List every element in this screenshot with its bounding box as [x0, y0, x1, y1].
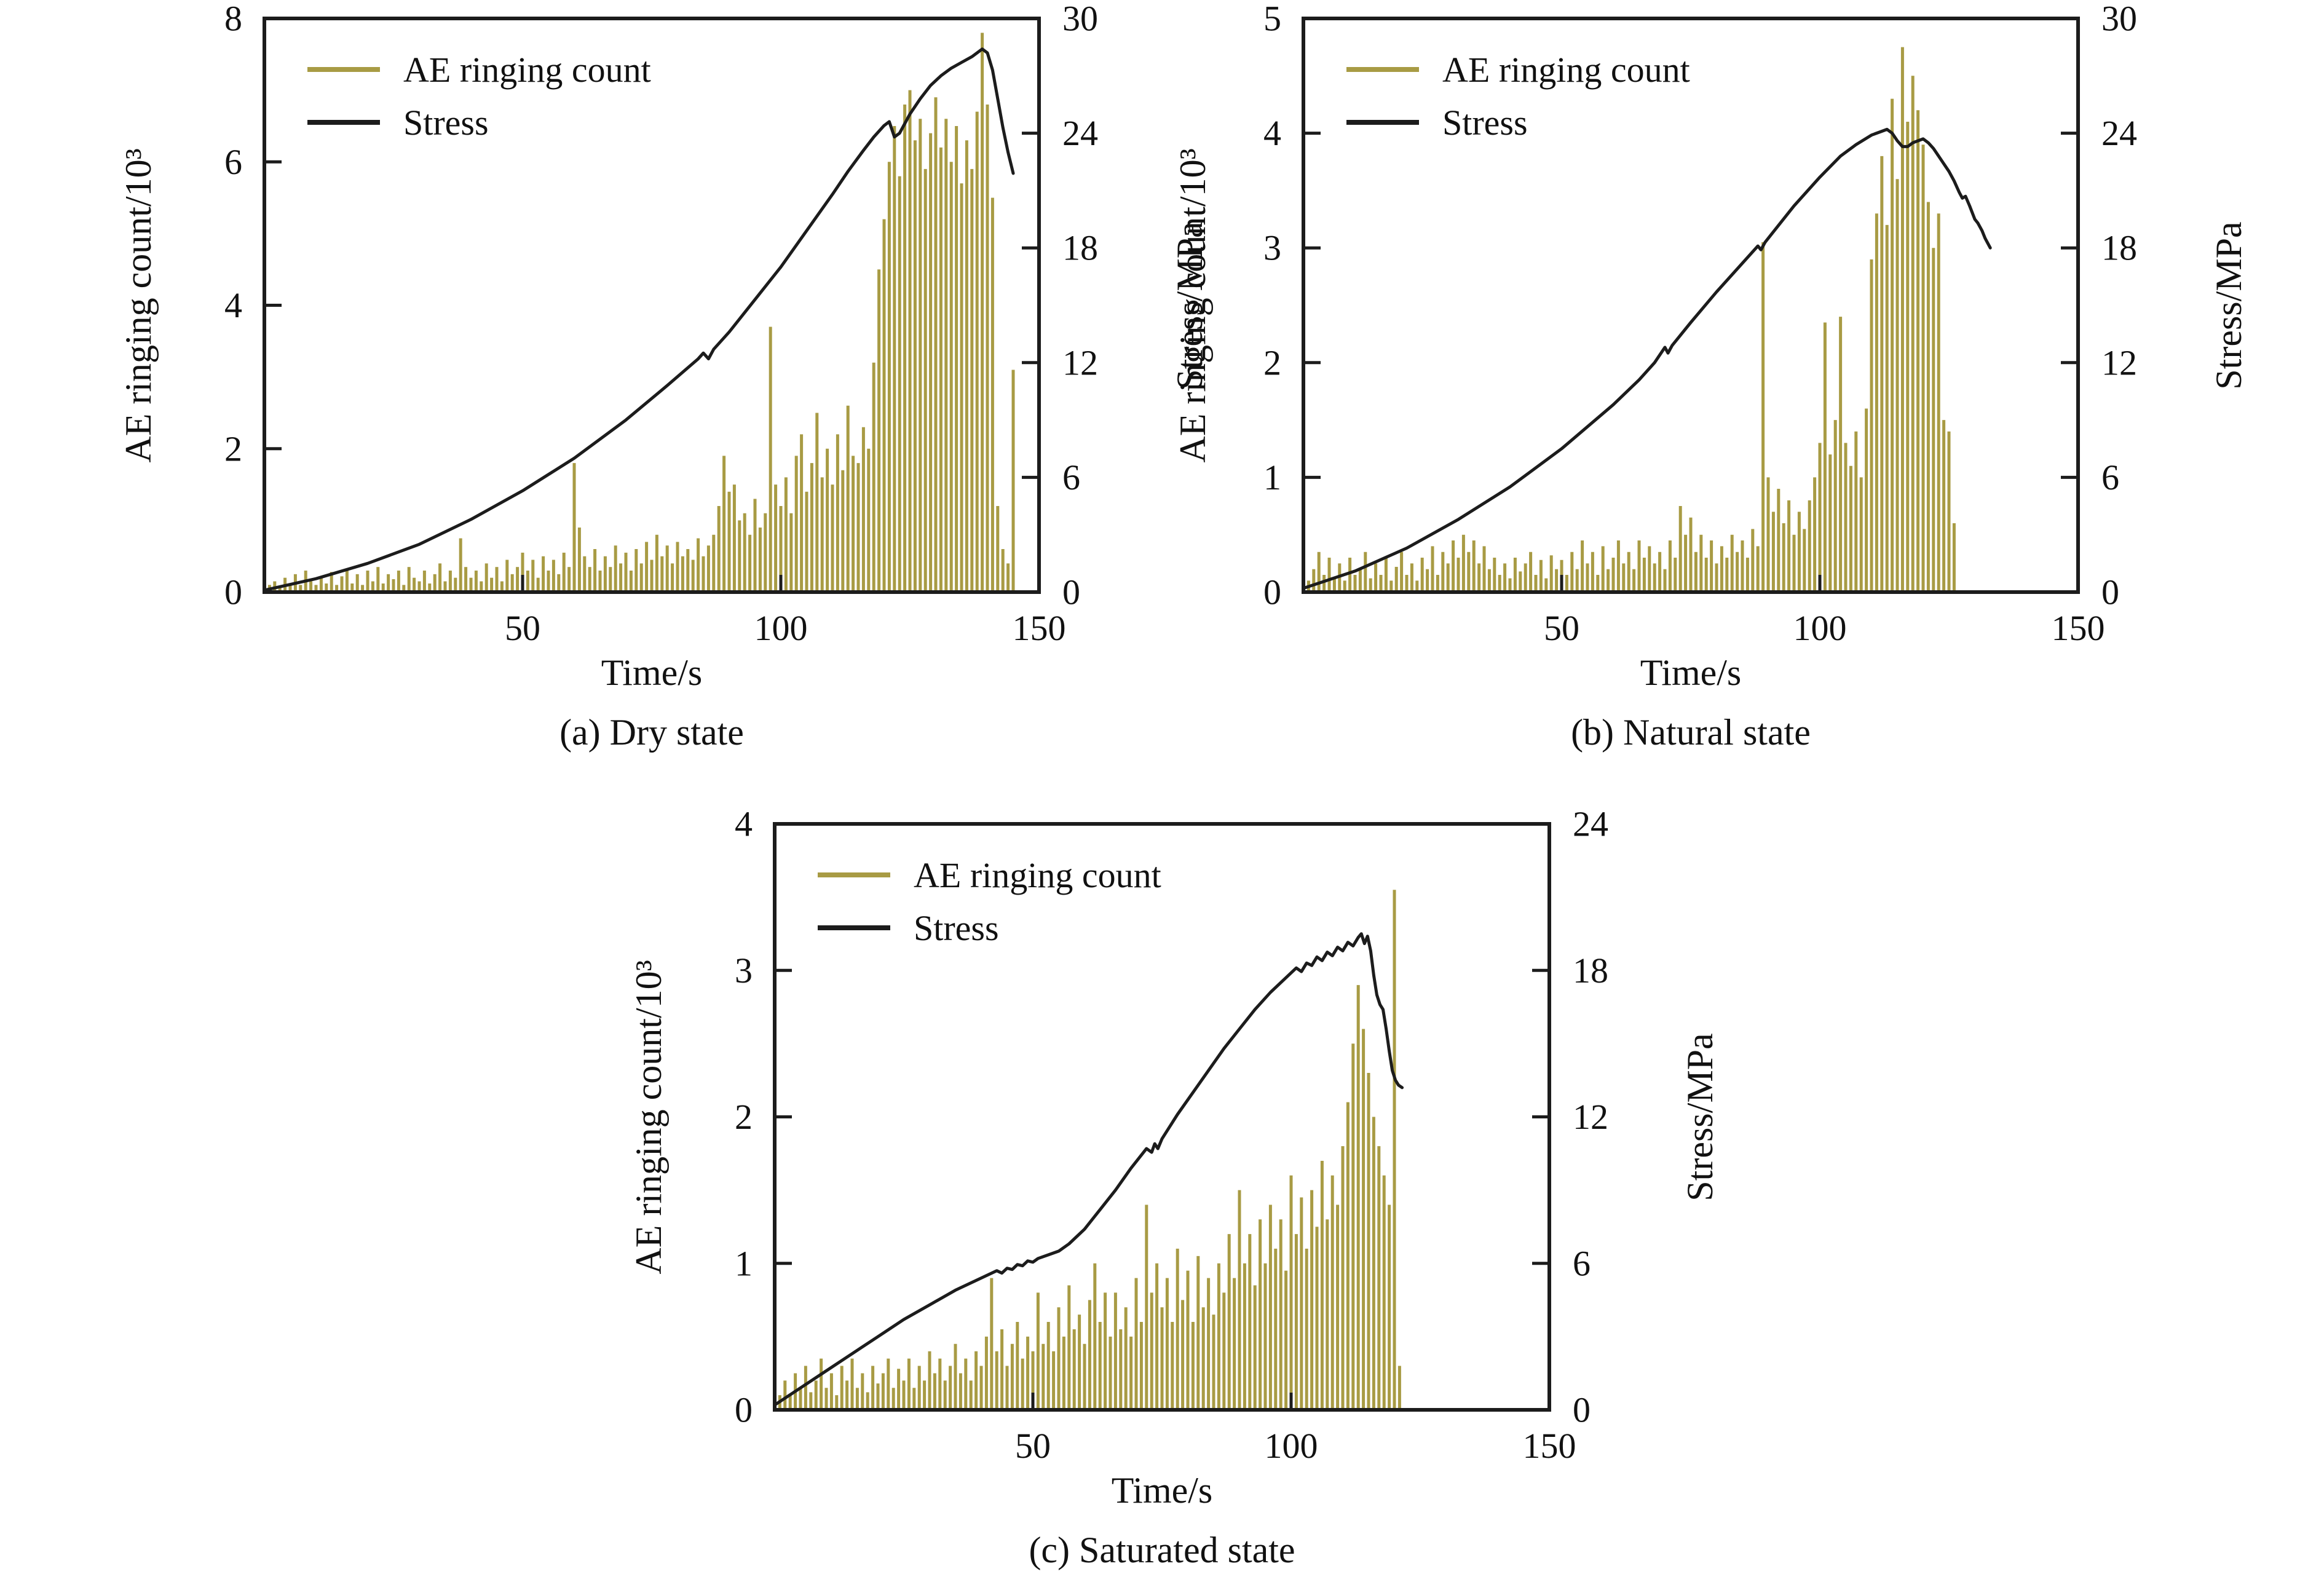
- subplot-saturated-state: 50 100 150 0 1 2 3 4 0 6 12 18 24 AE ringing count/1…: [510, 805, 1720, 1574]
- legend-item-stress: Stress: [1346, 96, 1690, 149]
- svg-text:3: 3: [735, 951, 753, 991]
- svg-text:4: 4: [1263, 113, 1281, 153]
- svg-text:1: 1: [735, 1243, 753, 1283]
- svg-text:30: 30: [2101, 0, 2137, 39]
- saturated-state-legend: AE ringing count Stress: [818, 848, 1161, 954]
- saturated-state-x-axis-title: Time/s: [1111, 1470, 1213, 1511]
- natural-state-caption: (b) Natural state: [1571, 712, 1811, 753]
- dry-state-left-axis-title: AE ringing count/10³: [118, 148, 159, 463]
- svg-text:24: 24: [1573, 805, 1608, 844]
- svg-text:50: 50: [505, 608, 540, 648]
- subplot-dry-state: 50 100 150 0 2 4 6 8 0 6 12 18 24 30 AE ringing count…: [0, 0, 1210, 818]
- svg-text:150: 150: [1013, 608, 1066, 648]
- legend-item-ae: AE ringing count: [818, 848, 1161, 901]
- svg-text:18: 18: [1573, 951, 1608, 991]
- svg-text:6: 6: [2101, 457, 2119, 497]
- legend-stress-label: Stress: [403, 102, 489, 143]
- legend-item-ae: AE ringing count: [307, 43, 651, 96]
- svg-text:18: 18: [1062, 228, 1098, 268]
- ae-ringing-count-line-swatch: [307, 67, 380, 72]
- svg-text:100: 100: [754, 608, 808, 648]
- svg-text:12: 12: [1573, 1097, 1608, 1137]
- natural-state-right-axis-title: Stress/MPa: [2208, 221, 2249, 390]
- stress-line-swatch: [307, 120, 380, 125]
- svg-text:0: 0: [1263, 572, 1281, 612]
- svg-text:12: 12: [2101, 342, 2137, 382]
- dry-state-legend: AE ringing count Stress: [307, 43, 651, 149]
- svg-text:0: 0: [2101, 572, 2119, 612]
- svg-text:0: 0: [735, 1390, 753, 1430]
- svg-text:4: 4: [735, 805, 753, 844]
- svg-text:12: 12: [1062, 342, 1098, 382]
- svg-text:150: 150: [2052, 608, 2105, 648]
- legend-ae-label: AE ringing count: [914, 855, 1161, 895]
- ae-ringing-count-line-swatch: [1346, 67, 1419, 72]
- stress-line-swatch: [818, 925, 890, 930]
- svg-text:24: 24: [2101, 113, 2137, 153]
- legend-ae-label: AE ringing count: [1442, 49, 1690, 90]
- svg-text:6: 6: [224, 142, 242, 182]
- legend-item-ae: AE ringing count: [1346, 43, 1690, 96]
- svg-text:50: 50: [1544, 608, 1579, 648]
- legend-stress-label: Stress: [914, 908, 999, 948]
- svg-text:0: 0: [1062, 572, 1080, 612]
- legend-item-stress: Stress: [818, 901, 1161, 954]
- svg-text:2: 2: [735, 1097, 753, 1137]
- legend-stress-label: Stress: [1442, 102, 1528, 143]
- svg-text:0: 0: [224, 572, 242, 612]
- svg-text:8: 8: [224, 0, 242, 39]
- legend-item-stress: Stress: [307, 96, 651, 149]
- svg-text:3: 3: [1263, 228, 1281, 268]
- svg-text:6: 6: [1062, 457, 1080, 497]
- ae-ringing-count-line-swatch: [818, 872, 890, 877]
- svg-text:30: 30: [1062, 0, 1098, 39]
- dry-state-caption: (a) Dry state: [559, 712, 744, 753]
- stress-line-swatch: [1346, 120, 1419, 125]
- svg-text:4: 4: [224, 285, 242, 325]
- svg-text:50: 50: [1015, 1426, 1051, 1466]
- svg-text:100: 100: [1265, 1426, 1318, 1466]
- saturated-state-left-axis-title: AE ringing count/10³: [628, 959, 669, 1275]
- natural-state-legend: AE ringing count Stress: [1346, 43, 1690, 149]
- svg-text:6: 6: [1573, 1243, 1591, 1283]
- svg-text:24: 24: [1062, 113, 1098, 153]
- dry-state-x-axis-title: Time/s: [601, 652, 703, 693]
- svg-text:2: 2: [224, 429, 242, 469]
- saturated-state-caption: (c) Saturated state: [1029, 1530, 1295, 1570]
- svg-text:150: 150: [1523, 1426, 1576, 1466]
- saturated-state-right-axis-title: Stress/MPa: [1680, 1032, 1720, 1201]
- svg-text:2: 2: [1263, 342, 1281, 382]
- natural-state-x-axis-title: Time/s: [1640, 652, 1742, 693]
- subplot-natural-state: 50 100 150 0 1 2 3 4 5 0 6 12 18 24 30 AE ringing coun…: [1119, 0, 2324, 818]
- legend-ae-label: AE ringing count: [403, 49, 651, 90]
- svg-text:5: 5: [1263, 0, 1281, 39]
- svg-text:1: 1: [1263, 457, 1281, 497]
- svg-text:0: 0: [1573, 1390, 1591, 1430]
- svg-text:18: 18: [2101, 228, 2137, 268]
- natural-state-left-axis-title: AE ringing count/10³: [1172, 148, 1213, 463]
- svg-text:100: 100: [1793, 608, 1847, 648]
